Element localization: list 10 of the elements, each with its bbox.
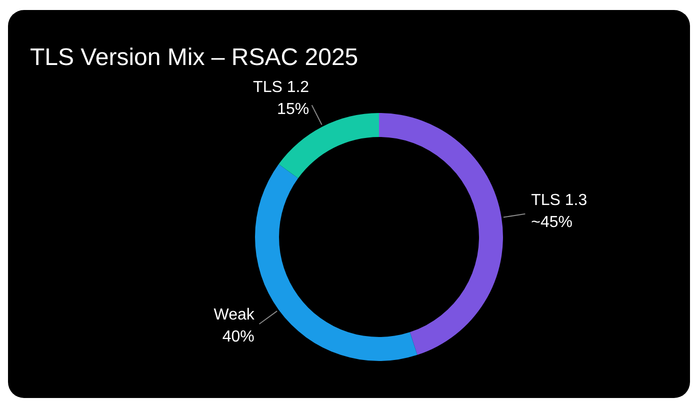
chart-title: TLS Version Mix – RSAC 2025 (30, 44, 358, 72)
slice-label: TLS 1.3 (531, 192, 588, 209)
donut-slice (379, 113, 503, 355)
data-label: 40% (222, 328, 254, 346)
donut-slice (278, 113, 379, 178)
donut-slice (255, 164, 418, 361)
slice-label: Weak (214, 306, 256, 324)
slice-label: TLS 1.2 (253, 78, 310, 96)
data-label: ~45% (531, 214, 572, 231)
data-label: 15% (277, 100, 310, 118)
